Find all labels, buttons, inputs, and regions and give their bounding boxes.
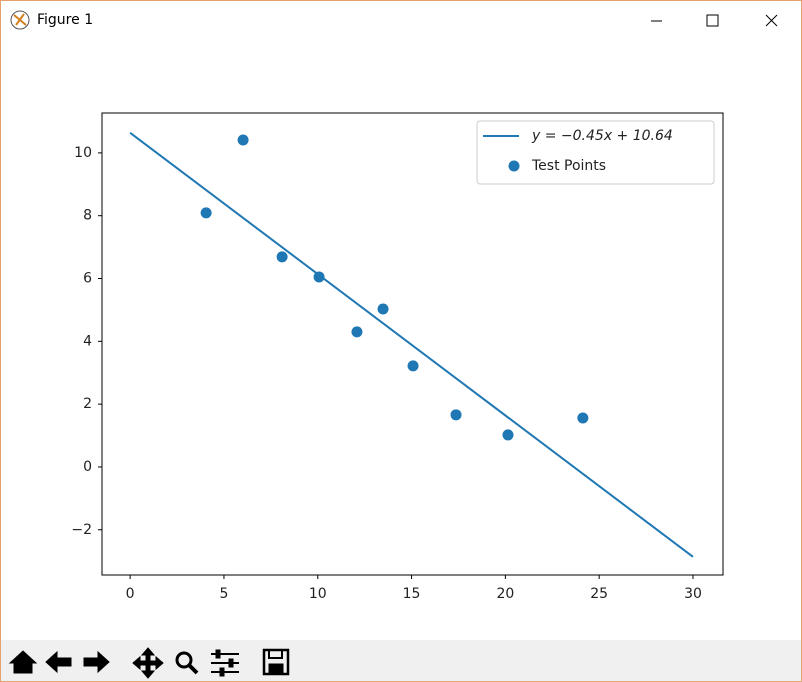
app-icon-mark	[13, 13, 27, 26]
configure-button[interactable]	[211, 649, 239, 677]
close-button[interactable]	[765, 14, 778, 27]
legend: y = −0.45x + 10.64 Test Points	[476, 120, 715, 185]
legend-box	[476, 120, 715, 185]
maximize-button[interactable]	[706, 14, 719, 27]
y-tick-label: 2	[83, 396, 92, 412]
y-tick-label: 6	[83, 271, 92, 287]
forward-button[interactable]	[83, 650, 110, 674]
fit-line	[129, 131, 694, 558]
point	[450, 409, 462, 421]
point	[200, 207, 212, 219]
pan-button[interactable]	[132, 647, 164, 679]
x-tick-label: 10	[309, 586, 327, 602]
back-button[interactable]	[45, 650, 72, 674]
y-tick-label: 10	[74, 145, 92, 161]
plot-frame	[101, 112, 724, 576]
toolbar-icons	[8, 647, 290, 679]
y-tick-label: 8	[83, 208, 92, 224]
point	[276, 251, 288, 263]
x-tick-label: 20	[496, 586, 514, 602]
legend-swatch	[508, 160, 520, 172]
x-tick-label: 0	[126, 586, 135, 602]
legend-label: y = −0.45x + 10.64	[531, 128, 673, 144]
point	[351, 326, 363, 338]
window-title: Figure 1	[37, 12, 94, 28]
x-tick-label: 30	[684, 586, 702, 602]
point	[377, 303, 389, 315]
title-bar: Figure 1	[1, 1, 801, 41]
x-tick-label: 15	[403, 586, 421, 602]
point	[237, 134, 249, 146]
x-tick-label: 5	[219, 586, 228, 602]
legend-label: Test Points	[531, 158, 606, 174]
save-button[interactable]	[262, 648, 290, 676]
point	[577, 412, 589, 424]
point	[313, 271, 325, 283]
y-tick-label: −2	[71, 522, 92, 538]
y-tick-label: 4	[83, 333, 92, 349]
toolbar	[1, 640, 801, 681]
x-tick-label: 25	[590, 586, 608, 602]
point	[502, 429, 514, 441]
point	[407, 360, 419, 372]
home-button[interactable]	[8, 650, 38, 674]
y-tick-label: 0	[83, 459, 92, 475]
zoom-button[interactable]	[175, 651, 199, 675]
chart: 0 5 10 15 20 25 30 −2 0 2 4 6 8 10 y = −0.45x + 10.64 T…	[71, 112, 724, 602]
title-icons	[10, 10, 778, 30]
